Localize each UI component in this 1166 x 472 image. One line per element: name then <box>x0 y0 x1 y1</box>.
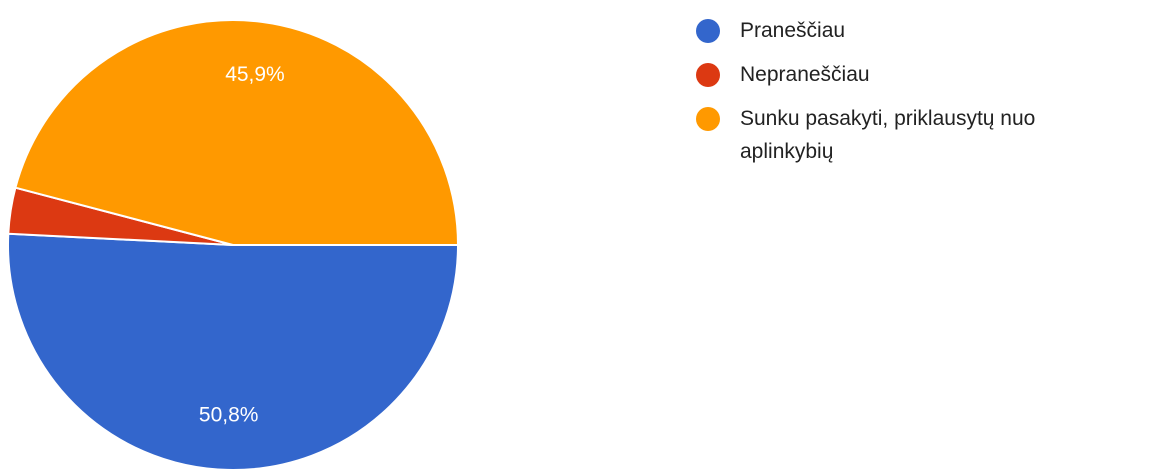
legend-label: Nepraneščiau <box>740 63 870 86</box>
pie-slice <box>14 19 460 246</box>
legend-item: Praneščiau <box>696 14 1090 47</box>
legend-swatch <box>696 63 720 87</box>
legend-label: Sunku pasakyti, priklausytų nuo aplinkyb… <box>740 107 1036 163</box>
legend-swatch <box>696 19 720 43</box>
data-label: 45,9% <box>225 63 285 86</box>
data-label: 50,8% <box>199 403 259 426</box>
legend-item: Nepraneščiau <box>696 58 1090 91</box>
legend: Praneščiau Nepraneščiau Sunku pasakyti, pr… <box>696 14 1090 179</box>
pie-chart: 50,8% 45,9% <box>7 19 460 471</box>
legend-label: Praneščiau <box>740 19 846 42</box>
legend-swatch <box>696 107 720 131</box>
pie-slice <box>7 232 460 471</box>
legend-item: Sunku pasakyti, priklausytų nuo aplinkyb… <box>696 102 1090 168</box>
